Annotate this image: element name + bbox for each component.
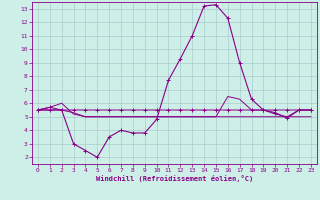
X-axis label: Windchill (Refroidissement éolien,°C): Windchill (Refroidissement éolien,°C) [96, 175, 253, 182]
